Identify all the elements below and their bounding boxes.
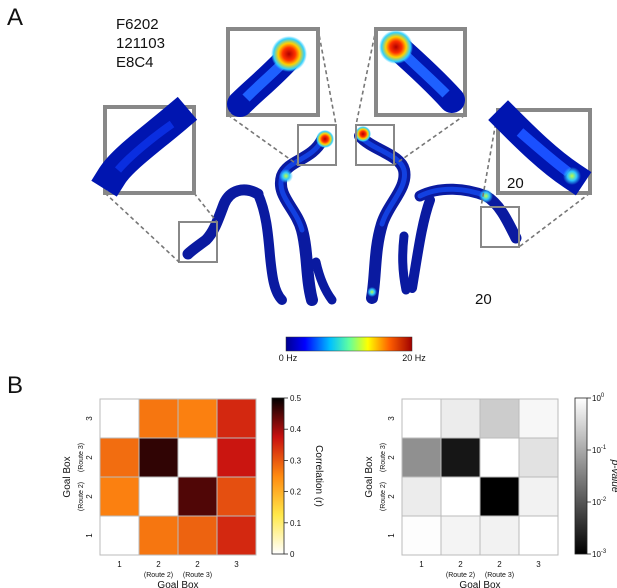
heatmap-cell-r3-c3 <box>216 515 257 556</box>
map-value-label-2: 20 <box>475 291 492 308</box>
x-tick-label: 3 <box>536 560 541 569</box>
correlation-colorbar-tick-label: 0 <box>290 550 295 559</box>
rate-map-arm-4b <box>407 195 435 293</box>
heatmap-cell-r2-c3 <box>518 476 559 517</box>
x-tick-label: 2 <box>497 560 502 569</box>
rate-map-arm-4 <box>414 183 522 244</box>
x-axis-label: Goal Box <box>157 580 198 588</box>
pvalue-colorbar-label: p-value <box>609 459 617 493</box>
rate-colorbar: 0 Hz 20 Hz <box>279 336 426 363</box>
pvalue-colorbar-tick-label: 10-3 <box>592 549 607 559</box>
correlation-colorbar-tick-label: 0.5 <box>290 394 302 403</box>
x-tick-label: 3 <box>234 560 239 569</box>
y-tick-sublabel: (Route 3) <box>380 443 387 472</box>
heatmap-cell-r0-c1 <box>440 398 481 439</box>
y-tick-label: 1 <box>85 533 94 538</box>
correlation-colorbar: 0 0.1 0.2 0.3 0.4 0.5 Correlation (r) <box>271 394 324 559</box>
heatmap-cell-r0-c3 <box>216 398 257 439</box>
rate-map-arm-1 <box>182 184 264 260</box>
heatmap-cell-r0-c0 <box>99 398 140 439</box>
pvalue-colorbar-tick-label: 10-2 <box>592 497 607 507</box>
x-tick-label: 2 <box>458 560 463 569</box>
map-value-label-1: 20 <box>507 175 524 192</box>
y-tick-label: 2 <box>387 455 396 460</box>
x-tick-sublabel: (Route 2) <box>144 572 173 579</box>
correlation-colorbar-tick-label: 0.1 <box>290 519 302 528</box>
zoom-inset-3 <box>374 27 467 117</box>
pvalue-heatmap: 1 2(Route 2)2(Route 3)312(Route 2)2(Route… <box>364 398 559 588</box>
rate-map-arm-3b <box>398 231 411 295</box>
rate-maps <box>182 126 522 306</box>
correlation-heatmap: 1 2(Route 2)2(Route 3)312(Route 2)2(Route… <box>62 398 257 588</box>
id-line-1: F6202 <box>116 16 159 33</box>
heatmap-cell-r3-c0 <box>401 515 442 556</box>
heatmap-cell-r2-c2 <box>479 476 520 517</box>
heatmap-cell-r1-c0 <box>99 437 140 478</box>
heatmap-cell-r0-c1 <box>138 398 179 439</box>
zoom-inset-1 <box>91 96 198 197</box>
y-tick-label: 2 <box>387 494 396 499</box>
rate-map-arm-1b <box>253 189 287 305</box>
pvalue-colorbar-tick-label: 100 <box>592 393 605 403</box>
heatmap-cell-r2-c1 <box>440 476 481 517</box>
heatmap-cell-r2-c3 <box>216 476 257 517</box>
heatmap-cell-r0-c2 <box>177 398 218 439</box>
id-line-2: 121103 <box>116 35 165 52</box>
x-tick-sublabel: (Route 2) <box>446 572 475 579</box>
x-tick-label: 2 <box>195 560 200 569</box>
x-tick-label: 1 <box>117 560 122 569</box>
zoom-inset-4 <box>488 100 592 196</box>
heatmap-cell-r3-c0 <box>99 515 140 556</box>
heatmap-cell-r1-c3 <box>518 437 559 478</box>
y-tick-sublabel: (Route 3) <box>78 443 85 472</box>
heatmap-cell-r0-c0 <box>401 398 442 439</box>
heatmap-cell-r3-c2 <box>479 515 520 556</box>
y-tick-label: 2 <box>85 494 94 499</box>
correlation-colorbar-tick-label: 0.3 <box>290 456 302 465</box>
y-axis-label: Goal Box <box>62 456 73 497</box>
y-tick-sublabel: (Route 2) <box>380 482 387 511</box>
panel-b-letter: B <box>7 372 24 399</box>
rate-map-arm-2b <box>311 257 337 305</box>
pvalue-colorbar: 100 10-1 10-2 10-3 p-value <box>574 393 617 559</box>
heatmap-cell-r3-c1 <box>440 515 481 556</box>
correlation-colorbar-tick-label: 0.2 <box>290 488 302 497</box>
x-axis-label: Goal Box <box>459 580 500 588</box>
y-tick-label: 2 <box>85 455 94 460</box>
heatmap-cell-r2-c1 <box>138 476 179 517</box>
correlation-colorbar-tick-label: 0.4 <box>290 425 302 434</box>
x-tick-sublabel: (Route 3) <box>485 572 514 579</box>
pvalue-colorbar-tick-label: 10-1 <box>592 445 607 455</box>
y-axis-label: Goal Box <box>364 456 375 497</box>
heatmap-cell-r1-c2 <box>479 437 520 478</box>
heatmap-cell-r1-c0 <box>401 437 442 478</box>
selection-boxes <box>178 124 520 263</box>
y-tick-sublabel: (Route 2) <box>78 482 85 511</box>
heatmap-cell-r3-c3 <box>518 515 559 556</box>
zoom-inset-2 <box>226 27 320 117</box>
y-tick-label: 3 <box>85 416 94 421</box>
heatmap-cell-r0-c3 <box>518 398 559 439</box>
heatmap-cell-r2-c2 <box>177 476 218 517</box>
y-tick-label: 1 <box>387 533 396 538</box>
y-tick-label: 3 <box>387 416 396 421</box>
x-tick-sublabel: (Route 3) <box>183 572 212 579</box>
colorbar-max-label: 20 Hz <box>402 353 426 363</box>
id-line-3: E8C4 <box>116 54 154 71</box>
heatmap-cell-r1-c1 <box>138 437 179 478</box>
heatmap-cell-r1-c1 <box>440 437 481 478</box>
x-tick-label: 1 <box>419 560 424 569</box>
heatmap-cell-r3-c1 <box>138 515 179 556</box>
heatmap-cell-r2-c0 <box>99 476 140 517</box>
x-tick-label: 2 <box>156 560 161 569</box>
correlation-colorbar-label: Correlation (r) <box>313 445 324 507</box>
heatmap-cell-r1-c3 <box>216 437 257 478</box>
panel-a-letter: A <box>7 4 24 31</box>
heatmap-cell-r0-c2 <box>479 398 520 439</box>
heatmap-cell-r3-c2 <box>177 515 218 556</box>
colorbar-min-label: 0 Hz <box>279 353 298 363</box>
heatmap-cell-r2-c0 <box>401 476 442 517</box>
heatmap-cell-r1-c2 <box>177 437 218 478</box>
